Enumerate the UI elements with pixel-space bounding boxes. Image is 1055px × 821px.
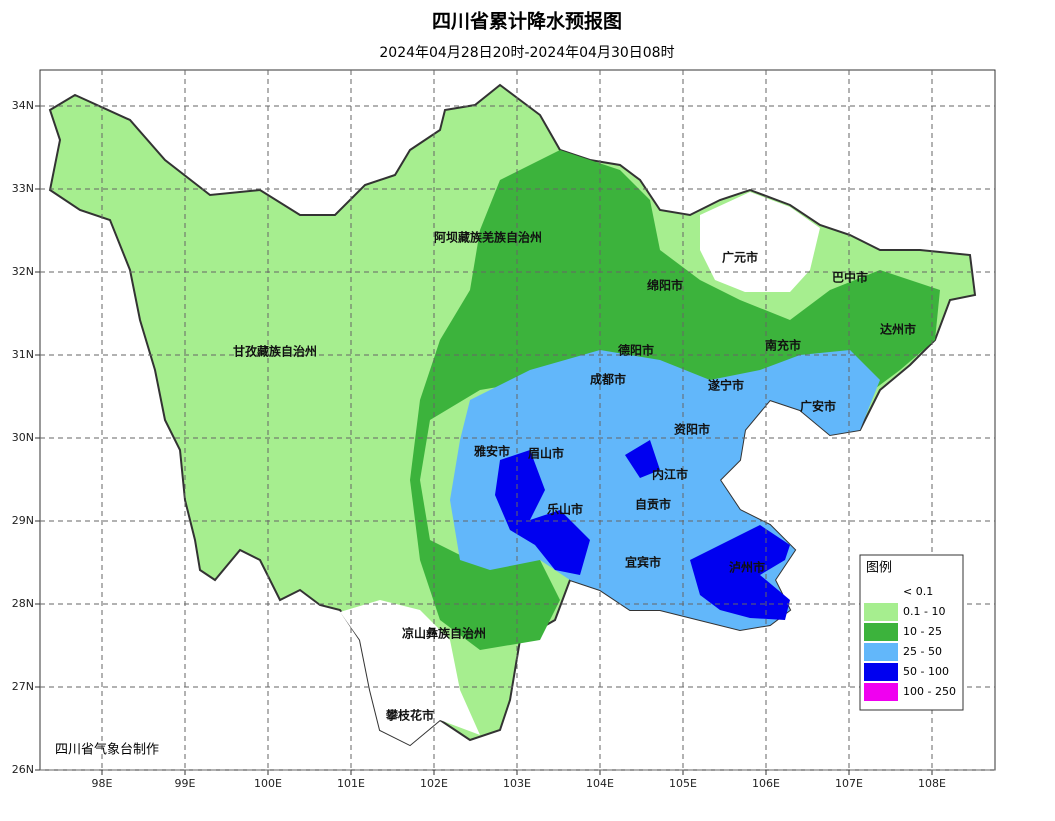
x-tick-label: 100E xyxy=(254,777,282,790)
x-tick-label: 98E xyxy=(92,777,113,790)
x-tick-label: 102E xyxy=(420,777,448,790)
city-label: 眉山市 xyxy=(528,446,564,461)
grid: 98E 99E 100E 101E 102E 103E 104E 105E 106E 107E 10… xyxy=(12,70,995,790)
rainstorm-area xyxy=(625,440,660,478)
x-tick-label: 106E xyxy=(752,777,780,790)
legend-label: 10 - 25 xyxy=(903,625,942,638)
city-label: 成都市 xyxy=(590,372,626,387)
city-label: 资阳市 xyxy=(674,422,710,437)
city-label: 南充市 xyxy=(765,338,801,353)
x-tick-label: 104E xyxy=(586,777,614,790)
y-tick-label: 27N xyxy=(12,680,34,693)
rainstorm-area xyxy=(690,525,790,620)
legend-swatch xyxy=(864,663,898,681)
legend-label: 25 - 50 xyxy=(903,645,942,658)
x-tick-label: 107E xyxy=(835,777,863,790)
city-label: 雅安市 xyxy=(473,444,510,459)
x-tick-label: 105E xyxy=(669,777,697,790)
city-label: 广元市 xyxy=(722,250,758,265)
city-label: 绵阳市 xyxy=(647,278,683,293)
city-label: 遂宁市 xyxy=(708,378,744,393)
city-label: 攀枝花市 xyxy=(386,708,434,723)
y-tick-label: 34N xyxy=(12,99,34,112)
dry-area xyxy=(700,192,820,292)
legend: 图例 < 0.1 0.1 - 10 10 - 25 25 - 50 50 - 100 10… xyxy=(859,554,964,711)
legend-label: < 0.1 xyxy=(903,585,933,598)
y-tick-label: 26N xyxy=(12,763,34,776)
city-label: 自贡市 xyxy=(635,497,671,512)
y-tick-label: 31N xyxy=(12,348,34,361)
y-tick-label: 32N xyxy=(12,265,34,278)
city-label: 达州市 xyxy=(880,322,916,337)
legend-swatch xyxy=(864,583,898,601)
legend-swatch xyxy=(864,643,898,661)
legend-title: 图例 xyxy=(866,561,892,576)
rain-areas xyxy=(48,83,977,747)
credit: 四川省气象台制作 xyxy=(55,742,159,758)
rainstorm-area xyxy=(495,450,590,575)
x-tick-label: 103E xyxy=(503,777,531,790)
y-tick-label: 30N xyxy=(12,431,34,444)
y-tick-label: 28N xyxy=(12,597,34,610)
city-label: 宜宾市 xyxy=(625,555,661,570)
city-label: 凉山彝族自治州 xyxy=(402,626,486,641)
city-label: 阿坝藏族羌族自治州 xyxy=(434,230,542,245)
dry-area xyxy=(340,600,480,745)
x-tick-label: 101E xyxy=(337,777,365,790)
y-tick-label: 29N xyxy=(12,514,34,527)
subtitle: 2024年04月28日20时-2024年04月30日08时 xyxy=(379,45,674,61)
legend-label: 100 - 250 xyxy=(903,685,956,698)
legend-label: 0.1 - 10 xyxy=(903,605,945,618)
title: 四川省累计降水预报图 xyxy=(432,10,622,33)
city-label: 甘孜藏族自治州 xyxy=(233,344,317,359)
x-tick-label: 108E xyxy=(918,777,946,790)
city-label: 内江市 xyxy=(652,467,688,482)
city-label: 广安市 xyxy=(800,399,836,414)
city-label: 德阳市 xyxy=(618,343,654,358)
legend-label: 50 - 100 xyxy=(903,665,949,678)
legend-swatch xyxy=(864,623,898,641)
city-label: 乐山市 xyxy=(547,502,583,517)
y-tick-label: 33N xyxy=(12,182,34,195)
moderate-area xyxy=(410,150,940,650)
city-label: 巴中市 xyxy=(832,270,868,285)
city-label: 泸州市 xyxy=(729,560,765,575)
legend-swatch xyxy=(864,683,898,701)
x-tick-label: 99E xyxy=(175,777,196,790)
legend-swatch xyxy=(864,603,898,621)
